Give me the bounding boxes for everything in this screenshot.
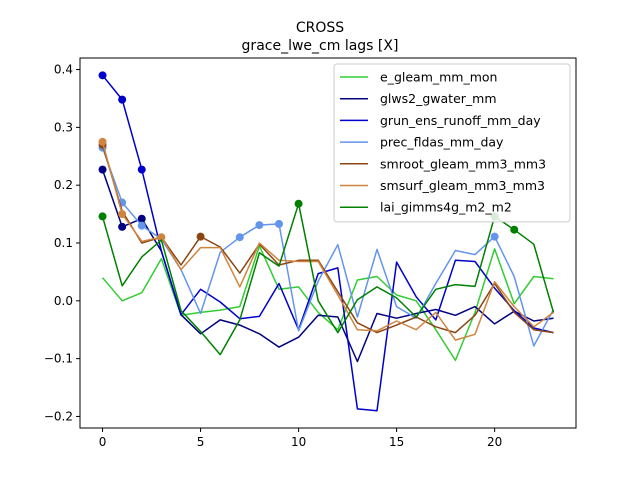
data-point (157, 233, 166, 242)
data-point (196, 232, 205, 241)
legend-label: smsurf_gleam_mm3_mm3 (380, 178, 545, 193)
data-point (255, 221, 264, 230)
legend-label: glws2_gwater_mm (380, 91, 497, 106)
y-tick-label: 0.2 (54, 178, 73, 192)
legend-label: smroot_gleam_mm3_mm3 (380, 156, 546, 171)
y-tick-label: 0.0 (54, 294, 73, 308)
y-tick-label: 0.1 (54, 236, 73, 250)
data-point (118, 95, 127, 104)
y-tick-label: 0.4 (54, 63, 73, 77)
legend-label: e_gleam_mm_mon (380, 70, 497, 85)
chart-subtitle: grace_lwe_cm lags [X] (242, 38, 399, 54)
series-layer (98, 71, 555, 412)
legend-label: prec_fldas_mm_day (380, 135, 504, 150)
legend-box (333, 63, 571, 223)
x-tick-label: 0 (99, 435, 107, 449)
data-point (98, 71, 107, 80)
data-point (118, 222, 127, 231)
y-tick-label: −0.2 (44, 409, 73, 423)
data-point (98, 212, 107, 221)
series-grun_ens_runoff_mm_day (98, 71, 554, 412)
axis-ticks: 0 5 10 15 20 −0.2 −0.1 0.0 0.1 0.2 0.3 0.4 (44, 63, 502, 449)
legend-label: grun_ens_runoff_mm_day (380, 113, 541, 128)
x-tick-label: 10 (291, 435, 306, 449)
series-line (101, 202, 555, 356)
y-tick-label: 0.3 (54, 120, 73, 134)
data-point (510, 225, 519, 234)
data-point (137, 221, 146, 230)
data-point (137, 165, 146, 174)
data-point (118, 210, 127, 219)
data-point (235, 233, 244, 242)
data-point (98, 165, 107, 174)
data-point (294, 199, 303, 208)
chart-title: CROSS (296, 20, 344, 36)
legend-label: lai_gimms4g_m2_m2 (380, 200, 512, 215)
x-tick-label: 5 (197, 435, 205, 449)
data-point (490, 232, 499, 241)
data-point (98, 137, 107, 146)
legend: e_gleam_mm_mon glws2_gwater_mm grun_ens_ru… (333, 63, 571, 223)
plot-frame (79, 57, 577, 429)
x-tick-label: 20 (487, 435, 502, 449)
data-point (274, 219, 283, 228)
y-tick-label: −0.1 (44, 352, 73, 366)
data-point (137, 214, 146, 223)
series-line (101, 141, 554, 341)
series-line (101, 144, 554, 334)
series-line (101, 74, 554, 412)
series-smsurf_gleam_mm3_mm3 (98, 137, 554, 341)
x-tick-label: 15 (389, 435, 404, 449)
